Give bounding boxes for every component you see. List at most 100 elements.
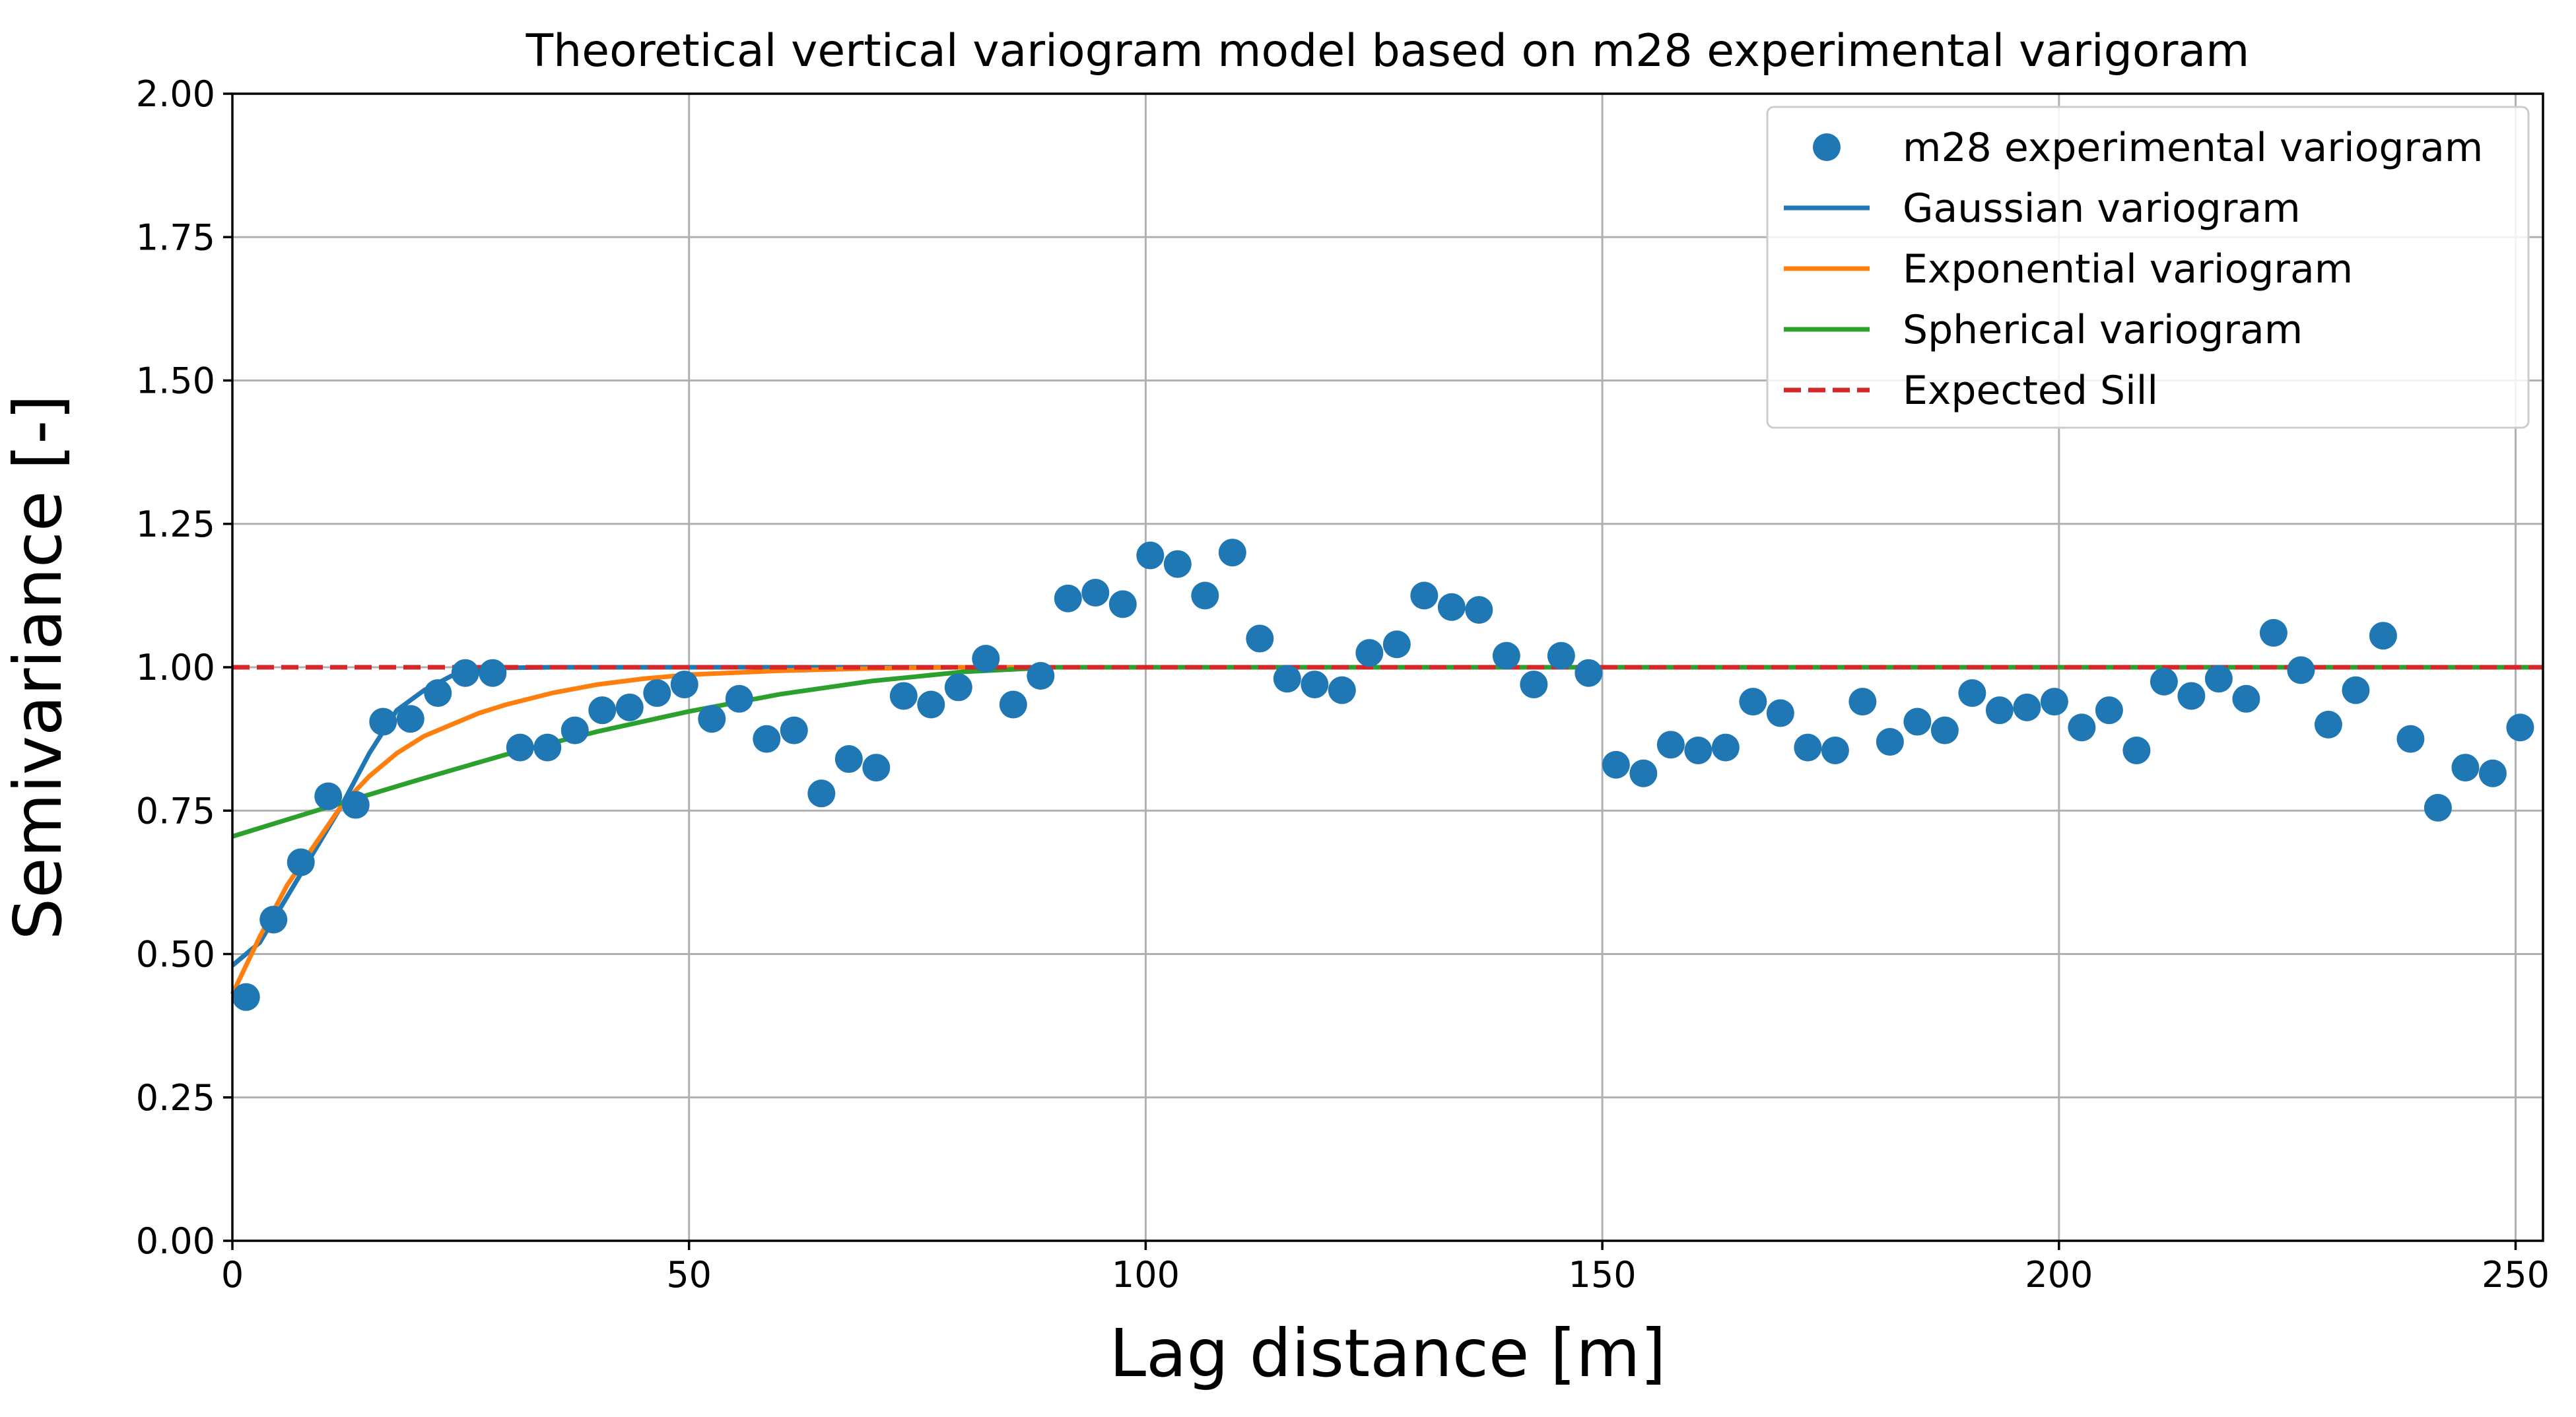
experimental-point: [1520, 671, 1548, 699]
x-tick-label: 200: [2025, 1254, 2093, 1296]
experimental-point: [1930, 716, 1959, 744]
experimental-point: [1410, 581, 1439, 610]
experimental-point: [643, 679, 671, 708]
y-tick-label: 0.25: [136, 1077, 215, 1119]
legend-marker-scatter: [1813, 133, 1841, 161]
experimental-point: [2423, 793, 2452, 822]
experimental-point: [1575, 659, 1603, 687]
experimental-point: [396, 705, 424, 733]
model-curves: [230, 665, 2543, 995]
x-axis-label: Lag distance [m]: [1109, 1315, 1666, 1392]
experimental-point: [2451, 754, 2480, 782]
x-tick-label: 0: [221, 1254, 244, 1296]
experimental-point: [1027, 662, 1055, 690]
experimental-point: [1629, 759, 1658, 787]
experimental-point: [698, 705, 726, 733]
experimental-point: [725, 684, 753, 713]
y-tick-label: 1.75: [136, 216, 215, 258]
experimental-point: [1739, 688, 1767, 716]
experimental-point: [2040, 688, 2068, 716]
experimental-point: [862, 754, 891, 782]
y-axis-label: Semivariance [-]: [0, 395, 77, 940]
experimental-point: [807, 779, 836, 808]
legend-label: Exponential variogram: [1903, 246, 2353, 292]
experimental-point: [506, 733, 534, 762]
experimental-point: [1821, 737, 1849, 765]
x-tick-label: 250: [2482, 1254, 2550, 1296]
y-tick-label: 0.00: [136, 1220, 215, 1262]
experimental-point: [287, 848, 315, 876]
experimental-point: [1958, 679, 1986, 708]
x-tick-label: 150: [1569, 1254, 1637, 1296]
experimental-point: [2314, 710, 2342, 739]
experimental-point: [1108, 590, 1137, 618]
experimental-point: [2122, 737, 2151, 765]
experimental-point: [2150, 667, 2178, 696]
experimental-point: [889, 682, 918, 710]
y-tick-label: 1.00: [136, 647, 215, 688]
experimental-point: [1602, 750, 1630, 779]
spherical-variogram-line: [231, 665, 2543, 839]
experimental-point: [2506, 713, 2534, 742]
experimental-point: [780, 716, 808, 744]
legend-box: [1766, 106, 2530, 429]
experimental-point: [451, 659, 479, 687]
experimental-point: [1492, 642, 1520, 670]
experimental-point: [1766, 699, 1794, 727]
experimental-point: [1246, 624, 1274, 653]
experimental-point: [1876, 727, 1904, 756]
experimental-point: [369, 708, 397, 736]
experimental-point: [424, 679, 452, 708]
experimental-point: [1163, 550, 1192, 578]
experimental-point: [1218, 539, 1246, 567]
legend-label: Spherical variogram: [1903, 307, 2303, 353]
experimental-point: [1465, 596, 1493, 624]
experimental-point: [1985, 696, 2014, 725]
experimental-point: [2369, 622, 2397, 650]
experimental-point: [259, 906, 288, 934]
y-tick-label: 1.50: [136, 360, 215, 402]
legend-label: Expected Sill: [1903, 368, 2158, 414]
experimental-point: [2478, 759, 2507, 787]
experimental-point: [2013, 693, 2041, 721]
y-tick-label: 1.25: [136, 504, 215, 545]
experimental-point: [2068, 713, 2096, 742]
experimental-point: [2177, 682, 2206, 710]
experimental-point: [1382, 630, 1411, 659]
experimental-point: [1136, 541, 1165, 570]
experimental-point: [753, 725, 781, 753]
legend: m28 experimental variogram Gaussian vario…: [1766, 106, 2530, 429]
experimental-point: [2287, 656, 2315, 684]
experimental-point: [1711, 733, 1740, 762]
experimental-point: [479, 659, 507, 687]
y-tick-label: 2.00: [136, 73, 215, 115]
experimental-point: [1273, 665, 1301, 693]
legend-label: Gaussian variogram: [1903, 185, 2301, 232]
experimental-point: [314, 782, 343, 810]
experimental-point: [670, 671, 698, 699]
x-tick-label: 100: [1112, 1254, 1180, 1296]
axis-ticks: 0 50 100 150 200 250 0.00 0.25 0.50 0.75 1.00 1.25 1…: [136, 73, 2550, 1296]
experimental-point: [1328, 676, 1356, 704]
experimental-point: [341, 791, 370, 819]
experimental-point: [1848, 688, 1877, 716]
experimental-point: [2396, 725, 2425, 753]
experimental-point: [232, 983, 260, 1011]
y-tick-label: 0.50: [136, 934, 215, 975]
chart-title: Theoretical vertical variogram model bas…: [525, 25, 2250, 77]
experimental-point: [999, 690, 1027, 719]
experimental-point: [533, 733, 562, 762]
experimental-point: [1684, 737, 1712, 765]
experimental-point: [1355, 639, 1384, 667]
experimental-point: [834, 745, 863, 774]
experimental-point: [972, 644, 1000, 673]
legend-label: m28 experimental variogram: [1903, 125, 2483, 171]
experimental-point: [2342, 676, 2370, 704]
experimental-point: [615, 693, 644, 721]
experimental-point: [1437, 593, 1466, 621]
experimental-point: [560, 716, 589, 744]
experimental-point: [2259, 618, 2288, 647]
experimental-point: [2204, 665, 2233, 693]
